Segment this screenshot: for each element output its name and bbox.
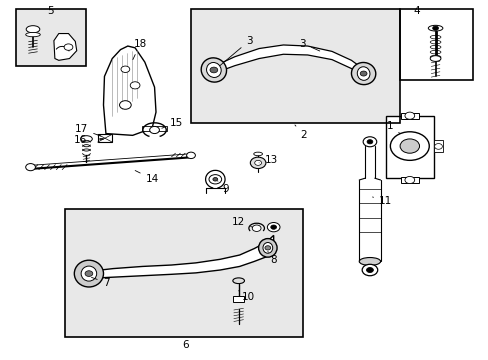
Ellipse shape xyxy=(26,32,40,37)
Circle shape xyxy=(360,71,366,76)
Bar xyxy=(400,113,418,118)
Ellipse shape xyxy=(232,278,244,284)
Text: 3: 3 xyxy=(299,39,319,51)
Text: 14: 14 xyxy=(135,171,159,184)
Text: 4: 4 xyxy=(413,6,420,17)
Ellipse shape xyxy=(74,260,103,287)
Ellipse shape xyxy=(427,25,442,31)
Ellipse shape xyxy=(429,56,440,62)
Bar xyxy=(385,116,433,178)
Ellipse shape xyxy=(201,58,226,82)
Ellipse shape xyxy=(81,266,97,281)
Text: 2: 2 xyxy=(294,125,306,140)
Text: 6: 6 xyxy=(182,340,188,350)
Text: 11: 11 xyxy=(372,197,391,206)
Circle shape xyxy=(264,246,270,250)
Bar xyxy=(16,9,86,66)
Bar xyxy=(232,296,244,302)
Text: 13: 13 xyxy=(259,156,277,165)
Ellipse shape xyxy=(81,136,92,142)
Circle shape xyxy=(130,82,140,89)
Circle shape xyxy=(149,126,159,134)
Polygon shape xyxy=(103,46,156,135)
Circle shape xyxy=(212,177,217,181)
Polygon shape xyxy=(91,235,273,278)
Circle shape xyxy=(64,44,73,50)
Circle shape xyxy=(404,112,414,119)
Ellipse shape xyxy=(359,257,380,265)
Circle shape xyxy=(254,160,261,165)
Text: 15: 15 xyxy=(162,118,183,128)
Text: 5: 5 xyxy=(46,6,53,17)
Circle shape xyxy=(434,144,442,149)
Text: 18: 18 xyxy=(133,39,146,60)
Circle shape xyxy=(252,225,261,231)
Circle shape xyxy=(363,137,376,147)
Circle shape xyxy=(208,175,221,184)
Text: 8: 8 xyxy=(267,251,276,265)
Ellipse shape xyxy=(206,63,221,77)
Bar xyxy=(64,208,302,337)
Circle shape xyxy=(399,139,419,153)
Ellipse shape xyxy=(253,152,262,156)
Text: 3: 3 xyxy=(220,36,252,66)
Bar xyxy=(142,126,166,131)
Circle shape xyxy=(85,271,93,276)
Polygon shape xyxy=(215,45,363,77)
Text: 9: 9 xyxy=(217,181,229,194)
Bar xyxy=(399,9,472,80)
Text: 12: 12 xyxy=(232,217,252,227)
Bar xyxy=(98,134,112,142)
Ellipse shape xyxy=(258,239,277,257)
Bar xyxy=(191,9,399,123)
Bar xyxy=(16,9,86,66)
Circle shape xyxy=(250,157,265,168)
Ellipse shape xyxy=(357,67,369,80)
Text: 7: 7 xyxy=(91,278,109,288)
Text: 10: 10 xyxy=(238,291,254,302)
Bar xyxy=(191,9,399,123)
Circle shape xyxy=(186,152,195,158)
Circle shape xyxy=(121,66,129,72)
Circle shape xyxy=(209,67,217,73)
Circle shape xyxy=(366,267,372,273)
Text: 1: 1 xyxy=(386,121,399,134)
Polygon shape xyxy=(54,33,77,60)
Ellipse shape xyxy=(351,63,375,85)
Text: 16: 16 xyxy=(73,135,86,145)
Circle shape xyxy=(26,163,35,171)
Circle shape xyxy=(404,176,414,184)
Circle shape xyxy=(432,26,438,30)
Circle shape xyxy=(389,132,428,160)
Circle shape xyxy=(267,222,280,232)
Bar xyxy=(400,177,418,183)
Ellipse shape xyxy=(26,26,40,33)
Circle shape xyxy=(362,264,377,276)
Ellipse shape xyxy=(263,243,272,253)
Circle shape xyxy=(270,225,276,229)
Text: 17: 17 xyxy=(75,124,101,136)
Bar xyxy=(433,140,442,152)
Circle shape xyxy=(119,101,131,109)
Circle shape xyxy=(366,140,372,144)
Bar xyxy=(64,208,302,337)
